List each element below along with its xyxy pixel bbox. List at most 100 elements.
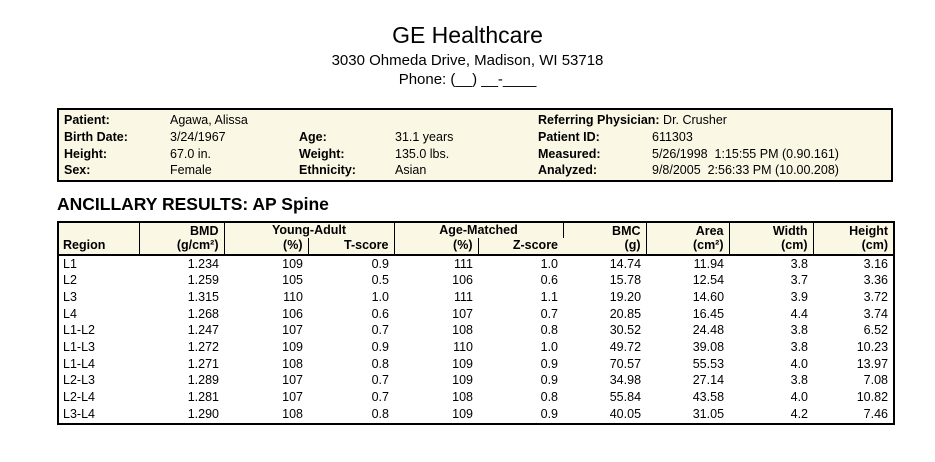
cell-region: L1-L2 (58, 322, 139, 340)
cell-age-matched-pct: 109 (394, 355, 478, 373)
cell-area: 24.48 (646, 322, 730, 340)
cell-young-adult-pct: 109 (224, 254, 308, 273)
birth-date-label: Birth Date: (64, 129, 128, 144)
cell-t-score: 0.8 (308, 405, 394, 424)
cell-height: 10.82 (813, 389, 895, 406)
results-title: ANCILLARY RESULTS: AP Spine (57, 194, 329, 214)
cell-t-score: 0.6 (308, 305, 394, 323)
cell-region: L1-L4 (58, 355, 139, 373)
company-name: GE Healthcare (392, 22, 543, 48)
cell-width: 4.0 (729, 389, 814, 406)
cell-area: 31.05 (646, 405, 730, 424)
cell-width: 3.9 (729, 288, 814, 306)
col-header-area-unit: (cm²) (692, 238, 724, 252)
cell-bmc: 14.74 (563, 254, 647, 273)
ethnicity-label: Ethnicity: (299, 163, 356, 178)
cell-area: 39.08 (646, 339, 730, 356)
cell-bmc: 40.05 (563, 405, 647, 424)
cell-z-score: 0.9 (478, 355, 564, 373)
cell-height: 6.52 (813, 322, 895, 340)
col-header-width-name: Width (772, 223, 808, 238)
cell-bmc: 20.85 (563, 305, 647, 323)
cell-age-matched-pct: 108 (394, 389, 478, 406)
cell-young-adult-pct: 106 (224, 305, 308, 323)
cell-age-matched-pct: 106 (394, 272, 478, 289)
cell-bmc: 49.72 (563, 339, 647, 356)
table-row: L1-L4 1.271 108 0.8 109 0.9 70.57 55.53 … (58, 355, 895, 373)
col-header-bmc: BMC (g) (563, 222, 647, 255)
facility-address: 3030 Ohmeda Drive, Madison, WI 53718 (331, 52, 604, 69)
col-header-t-score: T-score (308, 237, 395, 255)
cell-z-score: 0.8 (478, 322, 564, 340)
cell-area: 16.45 (646, 305, 730, 323)
height-label: Height: (64, 146, 108, 161)
cell-bmd: 1.234 (139, 254, 224, 273)
cell-t-score: 1.0 (308, 288, 394, 306)
cell-width: 3.8 (729, 322, 814, 340)
cell-height: 3.16 (813, 254, 895, 273)
cell-region: L1-L3 (58, 339, 139, 356)
cell-width: 4.4 (729, 305, 814, 323)
cell-width: 3.8 (729, 339, 814, 356)
cell-bmd: 1.259 (139, 272, 224, 289)
patient-row-4: Sex: Female Ethnicity: Asian Analyzed: 9… (59, 162, 891, 179)
measured-value: 5/26/1998 1:15:55 PM (0.90.161) (652, 146, 839, 161)
col-header-bmc-unit: (g) (624, 238, 641, 252)
cell-t-score: 0.8 (308, 355, 394, 373)
cell-width: 3.7 (729, 272, 814, 289)
analyzed-label: Analyzed: (538, 163, 598, 178)
cell-height: 3.72 (813, 288, 895, 306)
col-header-bmd-name: BMD (190, 223, 219, 238)
table-row: L2-L4 1.281 107 0.7 108 0.8 55.84 43.58 … (58, 389, 895, 406)
cell-bmc: 19.20 (563, 288, 647, 306)
weight-label: Weight: (299, 146, 345, 161)
col-header-width: Width (cm) (729, 222, 814, 255)
col-header-z-score: Z-score (478, 237, 564, 255)
cell-bmd: 1.268 (139, 305, 224, 323)
cell-bmc: 70.57 (563, 355, 647, 373)
table-row: L1 1.234 109 0.9 111 1.0 14.74 11.94 3.8… (58, 254, 895, 273)
letterhead: GE Healthcare 3030 Ohmeda Drive, Madison… (0, 22, 935, 89)
cell-height: 7.08 (813, 372, 895, 390)
cell-height: 3.74 (813, 305, 895, 323)
col-header-bmd-unit: (g/cm²) (176, 238, 219, 252)
cell-bmc: 55.84 (563, 389, 647, 406)
col-header-bmd: BMD (g/cm²) (139, 222, 225, 255)
cell-area: 43.58 (646, 389, 730, 406)
col-header-bmc-name: BMC (612, 223, 641, 238)
cell-height: 10.23 (813, 339, 895, 356)
weight-value: 135.0 lbs. (395, 146, 450, 161)
analyzed-value: 9/8/2005 2:56:33 PM (10.00.208) (652, 163, 839, 178)
cell-width: 4.0 (729, 355, 814, 373)
cell-young-adult-pct: 109 (224, 339, 308, 356)
cell-young-adult-pct: 107 (224, 389, 308, 406)
cell-area: 11.94 (646, 254, 730, 273)
col-header-area: Area (cm²) (646, 222, 730, 255)
cell-area: 27.14 (646, 372, 730, 390)
cell-z-score: 0.7 (478, 305, 564, 323)
patient-name-value: Agawa, Alissa (170, 113, 248, 127)
table-row: L2-L3 1.289 107 0.7 109 0.9 34.98 27.14 … (58, 372, 895, 390)
col-header-age-matched-pct: (%) (394, 237, 479, 255)
col-header-width-unit: (cm) (781, 238, 808, 252)
col-group-age-matched: Age-Matched (394, 222, 564, 238)
cell-t-score: 0.5 (308, 272, 394, 289)
col-header-height: Height (cm) (813, 222, 895, 255)
cell-height: 13.97 (813, 355, 895, 373)
patient-row-2: Birth Date: 3/24/1967 Age: 31.1 years Pa… (59, 129, 891, 146)
cell-young-adult-pct: 108 (224, 355, 308, 373)
patient-info-panel: Patient: Agawa, Alissa Referring Physici… (57, 108, 893, 182)
cell-bmd: 1.290 (139, 405, 224, 424)
cell-bmd: 1.289 (139, 372, 224, 390)
cell-t-score: 0.9 (308, 254, 394, 273)
table-row: L1-L2 1.247 107 0.7 108 0.8 30.52 24.48 … (58, 322, 895, 340)
table-row: L2 1.259 105 0.5 106 0.6 15.78 12.54 3.7… (58, 272, 895, 289)
cell-t-score: 0.7 (308, 372, 394, 390)
age-value: 31.1 years (395, 129, 454, 144)
cell-t-score: 0.7 (308, 389, 394, 406)
patient-row-1: Patient: Agawa, Alissa Referring Physici… (59, 112, 891, 129)
cell-height: 3.36 (813, 272, 895, 289)
cell-region: L4 (58, 305, 139, 323)
cell-young-adult-pct: 107 (224, 372, 308, 390)
